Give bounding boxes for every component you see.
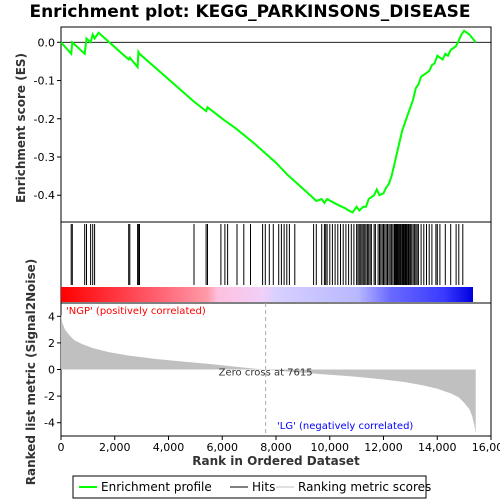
metric-tick-label: -4 xyxy=(44,417,55,430)
es-tick-label: 0.0 xyxy=(38,36,56,49)
hit-marks xyxy=(70,224,464,285)
x-tick-label: 8,000 xyxy=(260,441,292,454)
x-tick-label: 2,000 xyxy=(99,441,131,454)
chart-title: Enrichment plot: KEGG_PARKINSONS_DISEASE xyxy=(29,2,470,22)
metric-tick-label: 4 xyxy=(48,310,55,323)
es-tick-label: -0.1 xyxy=(34,75,55,88)
x-tick-label: 6,000 xyxy=(207,441,239,454)
x-tick-label: 0 xyxy=(58,441,65,454)
zero-cross-label: Zero cross at 7615 xyxy=(219,368,313,379)
es-tick-label: -0.4 xyxy=(34,189,55,202)
x-tick-label: 16,000 xyxy=(472,441,500,454)
rank-color-bar xyxy=(61,287,473,302)
es-y-axis-label: Enrichment score (ES) xyxy=(14,53,28,203)
es-tick-label: -0.2 xyxy=(34,113,55,126)
x-tick-label: 10,000 xyxy=(311,441,350,454)
x-tick-label: 12,000 xyxy=(364,441,403,454)
ranking-metric-area xyxy=(61,313,476,434)
es-tick-label: -0.3 xyxy=(34,151,55,164)
legend-profile-label: Enrichment profile xyxy=(101,480,212,494)
legend-hits-label: Hits xyxy=(252,480,275,494)
metric-y-axis-label: Ranked list metric (Signal2Noise) xyxy=(24,259,38,486)
legend-box xyxy=(72,475,427,499)
es-ticks: 0.0 -0.1 -0.2 -0.3 -0.4 xyxy=(34,36,61,202)
metric-ticks: 4 2 0 -2 -4 xyxy=(44,310,61,430)
positive-correlation-label: 'NGP' (positively correlated) xyxy=(66,306,206,317)
metric-tick-label: 0 xyxy=(48,364,55,377)
metric-tick-label: -2 xyxy=(44,390,55,403)
metric-tick-label: 2 xyxy=(48,337,55,350)
negative-correlation-label: 'LG' (negatively correlated) xyxy=(277,421,413,432)
legend-metric-label: Ranking metric scores xyxy=(298,480,431,494)
x-tick-label: 14,000 xyxy=(418,441,457,454)
x-tick-label: 4,000 xyxy=(153,441,185,454)
enrichment-profile-line xyxy=(60,29,477,214)
x-ticks: 0 2,000 4,000 6,000 8,000 10,000 12,000 14,000 1… xyxy=(58,436,500,454)
x-axis-label: Rank in Ordered Dataset xyxy=(192,454,360,468)
